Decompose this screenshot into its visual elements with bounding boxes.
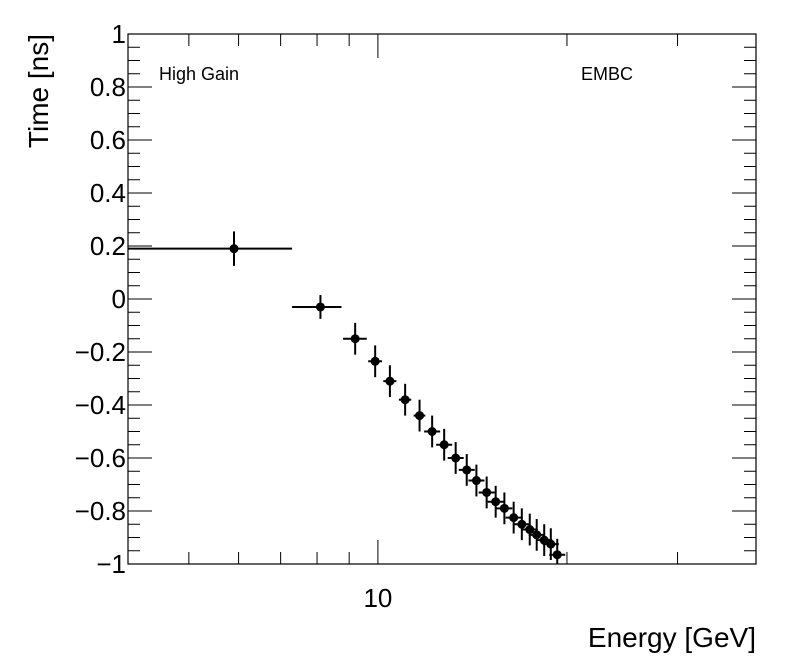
y-tick-label: −1 [96,549,126,579]
y-tick-label: −0.6 [75,443,126,473]
data-point [343,322,367,355]
data-point [542,528,559,561]
marker [482,487,492,497]
data-point [549,538,566,564]
data-point [536,524,553,557]
marker [400,395,410,405]
y-axis-title: Time [ns] [23,34,54,148]
data-point [458,454,475,486]
data-point [487,485,504,518]
y-tick-label: 0 [112,284,126,314]
annotation-high-gain: High Gain [159,64,239,84]
data-point [468,464,485,497]
x-axis-title: Energy [GeV] [588,622,756,653]
data-points [128,231,566,564]
y-tick-label: −0.8 [75,496,126,526]
marker [370,356,380,366]
marker [427,427,437,436]
marker [525,525,535,535]
x-tick-label: 10 [363,583,392,613]
axis-ticks [128,33,756,565]
marker [491,497,501,507]
plot-border [127,33,757,565]
data-point [436,428,453,461]
data-point [528,518,545,551]
marker [385,376,395,386]
marker [532,530,542,540]
marker [451,453,461,463]
data-point [128,231,293,266]
data-point [513,508,530,541]
marker [462,465,472,475]
marker [315,302,325,312]
marker [439,440,449,450]
data-point [368,345,382,378]
marker [546,539,556,549]
data-point [505,501,522,534]
marker [509,513,519,523]
data-point [383,365,397,398]
y-tick-label: 1 [112,19,126,49]
tick-labels: −1 −0.8 −0.6 −0.4 −0.2 0 0.2 0.4 0.6 0.8 1 10 [75,19,393,613]
data-point [447,442,464,474]
marker [350,334,360,344]
data-point [292,295,342,319]
y-tick-label: 0.2 [90,231,126,261]
y-tick-label: 0.8 [90,72,126,102]
data-point [496,492,513,525]
data-point [413,399,426,432]
y-tick-label: −0.2 [75,337,126,367]
data-point [521,513,538,546]
marker [517,519,527,529]
y-tick-label: 0.6 [90,125,126,155]
marker [539,535,549,545]
marker [229,244,239,254]
y-tick-label: −0.4 [75,390,126,420]
marker [499,503,509,513]
marker [415,411,425,421]
data-point [478,476,495,509]
marker [552,550,562,560]
data-point [424,415,441,448]
data-point [398,383,412,416]
y-tick-label: 0.4 [90,178,126,208]
annotation-embc: EMBC [581,64,633,84]
plot-frame [127,33,757,565]
marker [471,476,481,486]
